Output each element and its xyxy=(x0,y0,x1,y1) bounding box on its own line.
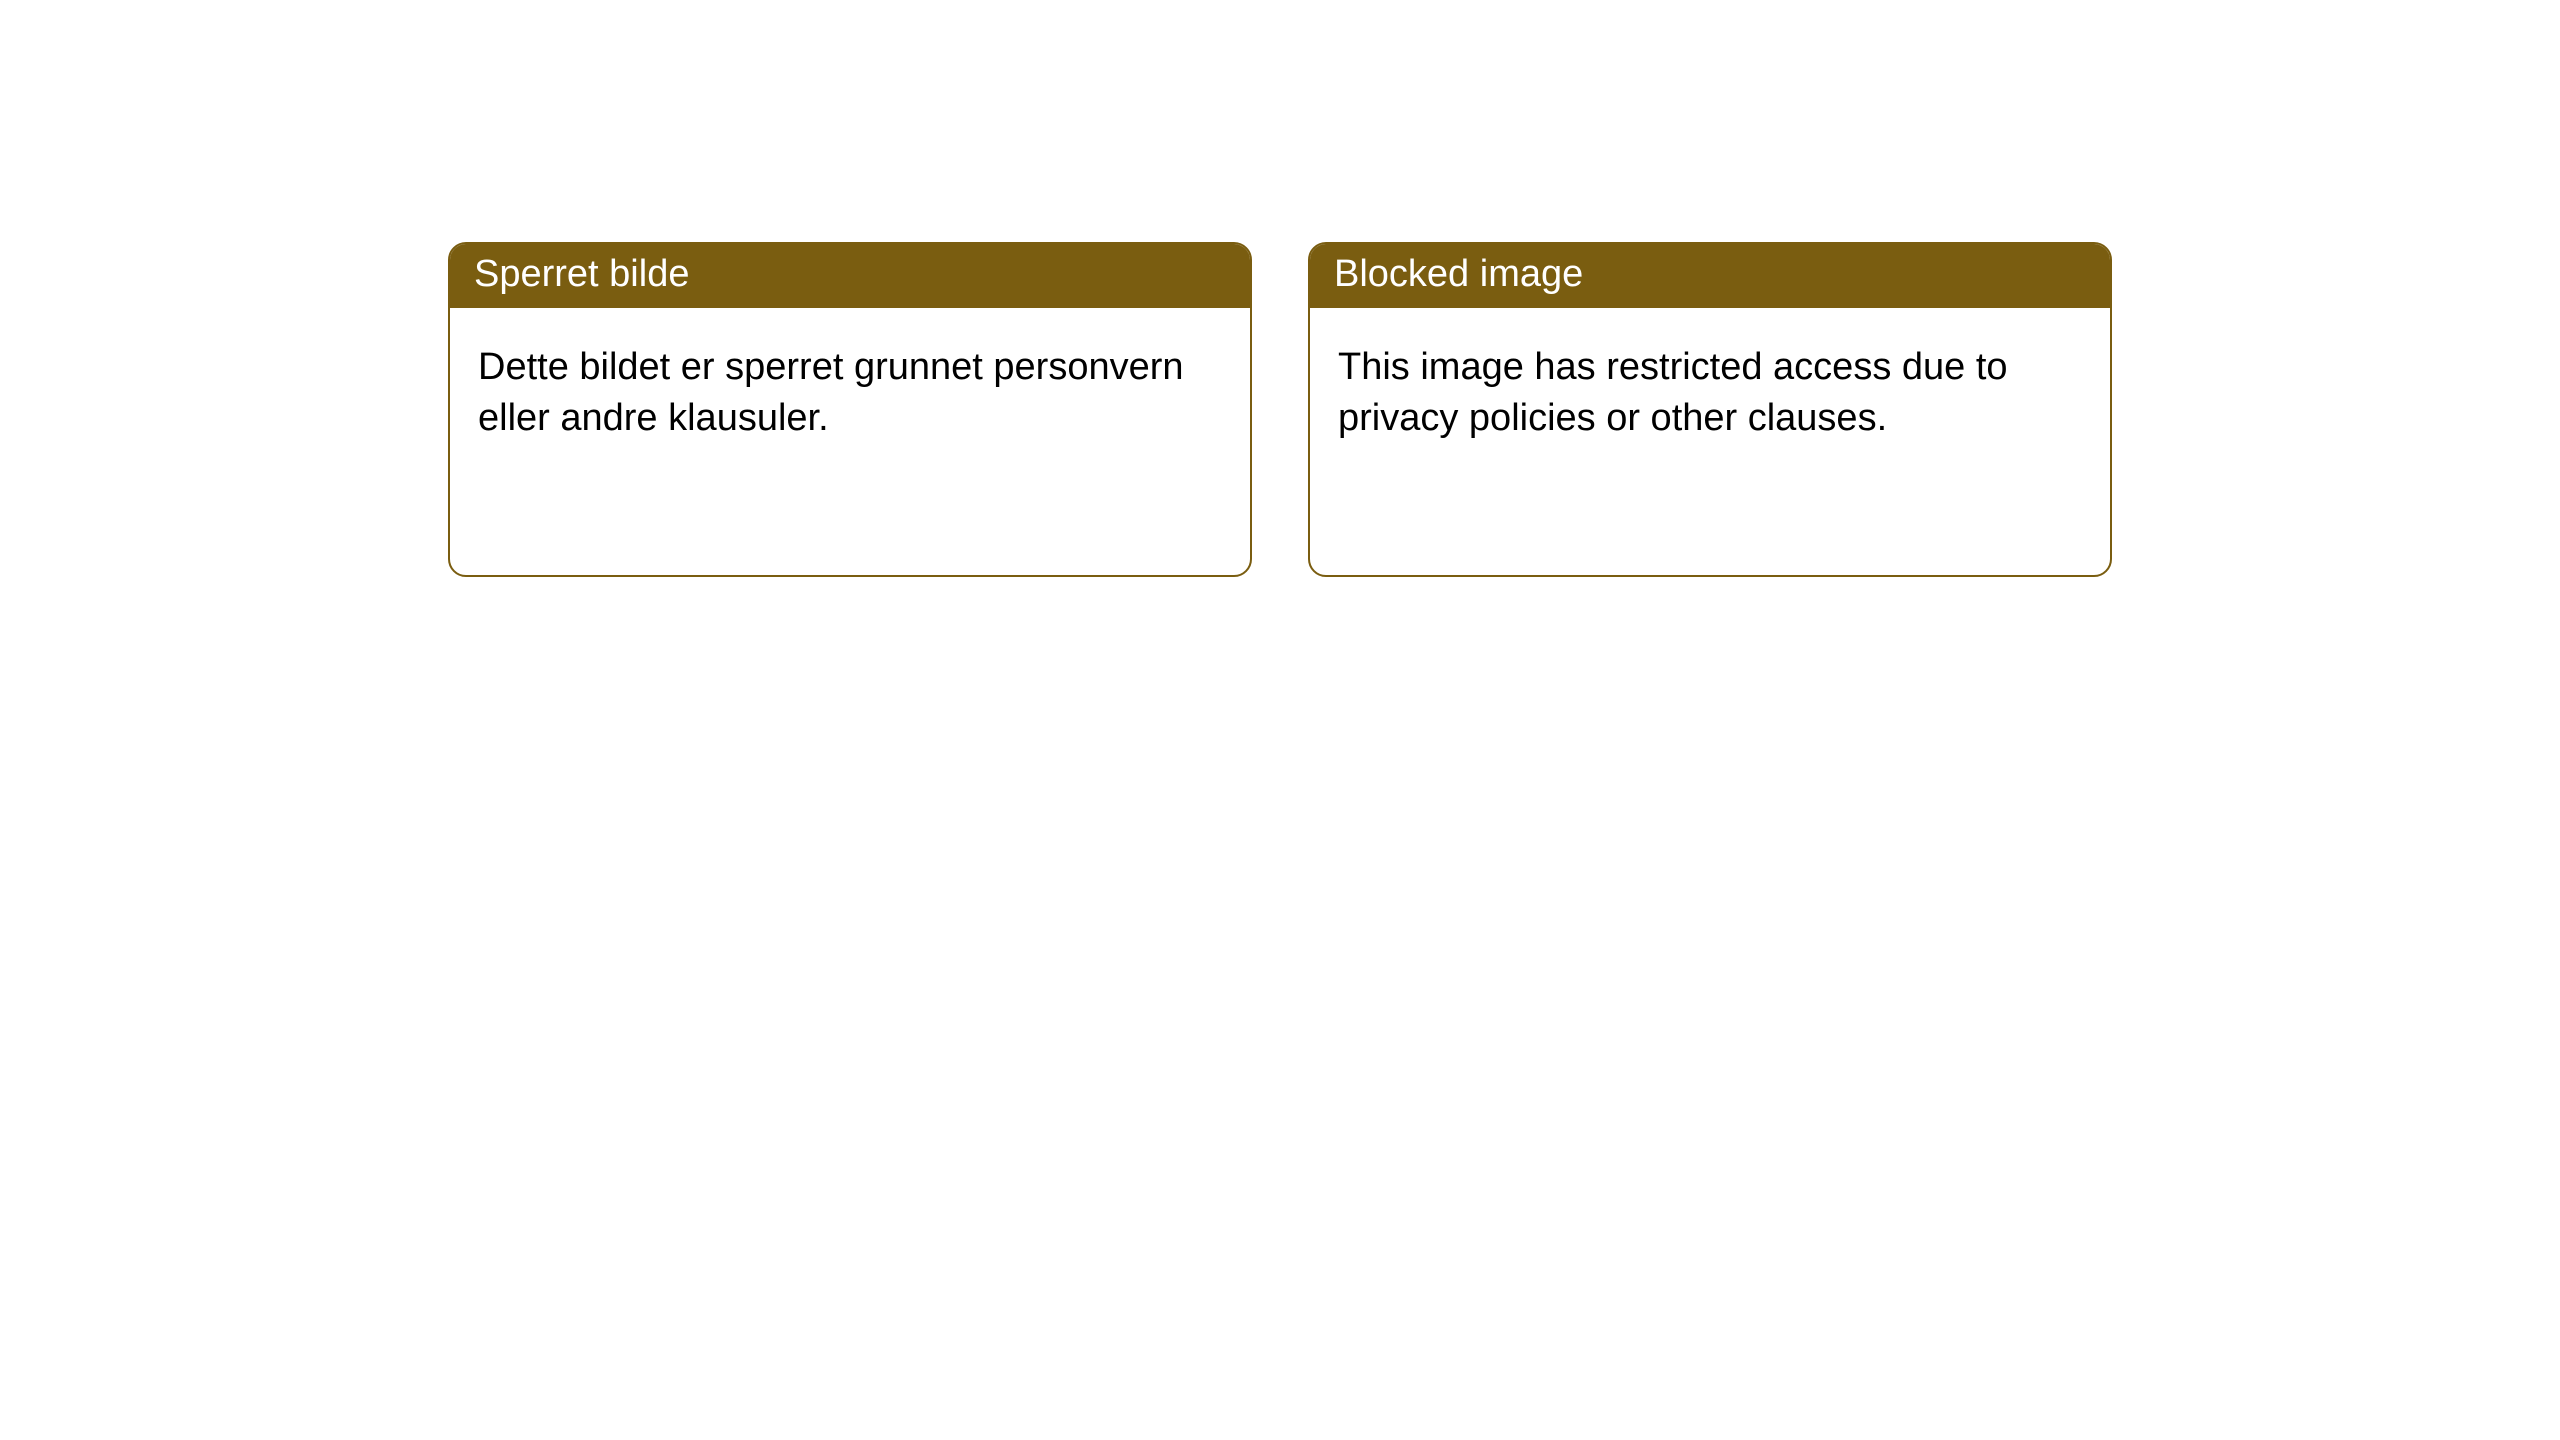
notice-card-english: Blocked image This image has restricted … xyxy=(1308,242,2112,577)
card-body: This image has restricted access due to … xyxy=(1310,308,2110,479)
notice-card-norwegian: Sperret bilde Dette bildet er sperret gr… xyxy=(448,242,1252,577)
card-title: Blocked image xyxy=(1310,244,2110,308)
card-body: Dette bildet er sperret grunnet personve… xyxy=(450,308,1250,479)
card-title: Sperret bilde xyxy=(450,244,1250,308)
notice-cards-container: Sperret bilde Dette bildet er sperret gr… xyxy=(0,0,2560,577)
